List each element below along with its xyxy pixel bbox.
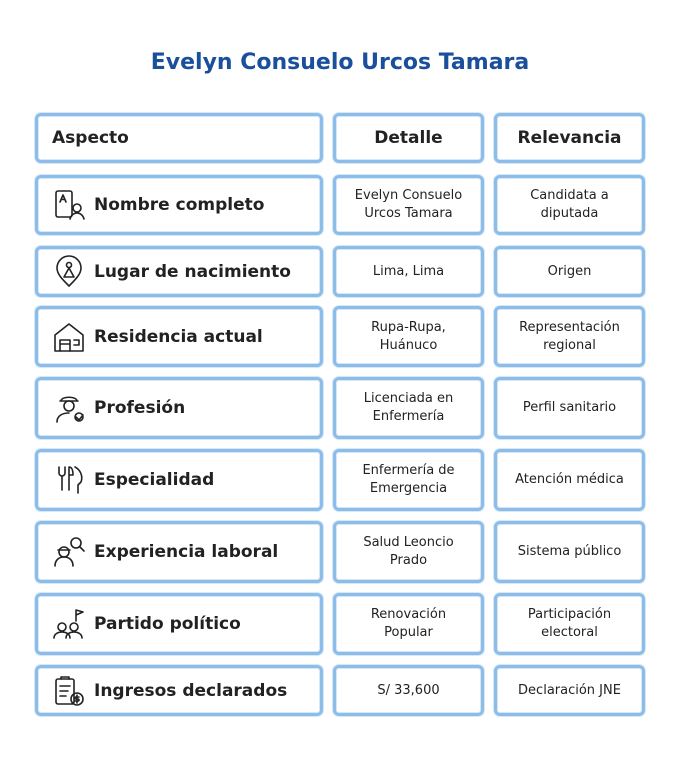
icon	[55, 675, 84, 706]
aspect-cell: Experiencia laboral	[35, 521, 323, 583]
aspect-cell: Nombre completo	[35, 175, 323, 235]
aspect-label: Experiencia laboral	[94, 542, 279, 562]
icon	[55, 190, 85, 220]
icon	[56, 254, 82, 287]
relevance-cell: Atención médica	[494, 449, 645, 511]
relevance-cell: Candidata a diputada	[494, 175, 645, 235]
relevance-cell: Declaración JNE	[494, 665, 645, 716]
icon	[53, 609, 84, 639]
aspect-cell: Partido político	[35, 593, 323, 655]
detail-cell: Enfermería de Emergencia	[333, 449, 484, 511]
aspect-label: Profesión	[94, 398, 186, 418]
header-cell: Aspecto	[35, 113, 323, 163]
relevance-cell: Participación electoral	[494, 593, 645, 655]
aspect-cell: Residencia actual	[35, 306, 323, 367]
aspect-label: Partido político	[94, 614, 241, 634]
aspect-label: Nombre completo	[94, 195, 265, 215]
relevance-cell: Perfil sanitario	[494, 377, 645, 439]
detail-cell: S/ 33,600	[333, 665, 484, 716]
detail-cell: Renovación Popular	[333, 593, 484, 655]
aspect-label: Ingresos declarados	[94, 680, 288, 701]
icon	[54, 537, 85, 567]
title: Evelyn Consuelo Urcos Tamara	[150, 50, 530, 75]
aspect-cell: Profesión	[35, 377, 323, 439]
aspect-cell: Lugar de nacimiento	[35, 246, 323, 297]
detail-cell: Evelyn Consuelo Urcos Tamara	[333, 175, 484, 235]
icon	[56, 396, 84, 423]
detail-cell: Lima, Lima	[333, 246, 484, 297]
relevance-cell: Sistema público	[494, 521, 645, 583]
aspect-label: Especialidad	[94, 470, 215, 490]
icon	[54, 322, 84, 352]
aspect-label: Lugar de nacimiento	[94, 261, 291, 282]
aspect-cell: Especialidad	[35, 449, 323, 511]
header-cell: Detalle	[333, 113, 484, 163]
icon	[58, 466, 83, 494]
detail-cell: Salud Leoncio Prado	[333, 521, 484, 583]
header-cell: Relevancia	[494, 113, 645, 163]
relevance-cell: Representación regional	[494, 306, 645, 367]
aspect-cell: Ingresos declarados	[35, 665, 323, 716]
detail-cell: Rupa-Rupa, Huánuco	[333, 306, 484, 367]
detail-cell: Licenciada en Enfermería	[333, 377, 484, 439]
relevance-cell: Origen	[494, 246, 645, 297]
aspect-label: Residencia actual	[94, 326, 263, 347]
